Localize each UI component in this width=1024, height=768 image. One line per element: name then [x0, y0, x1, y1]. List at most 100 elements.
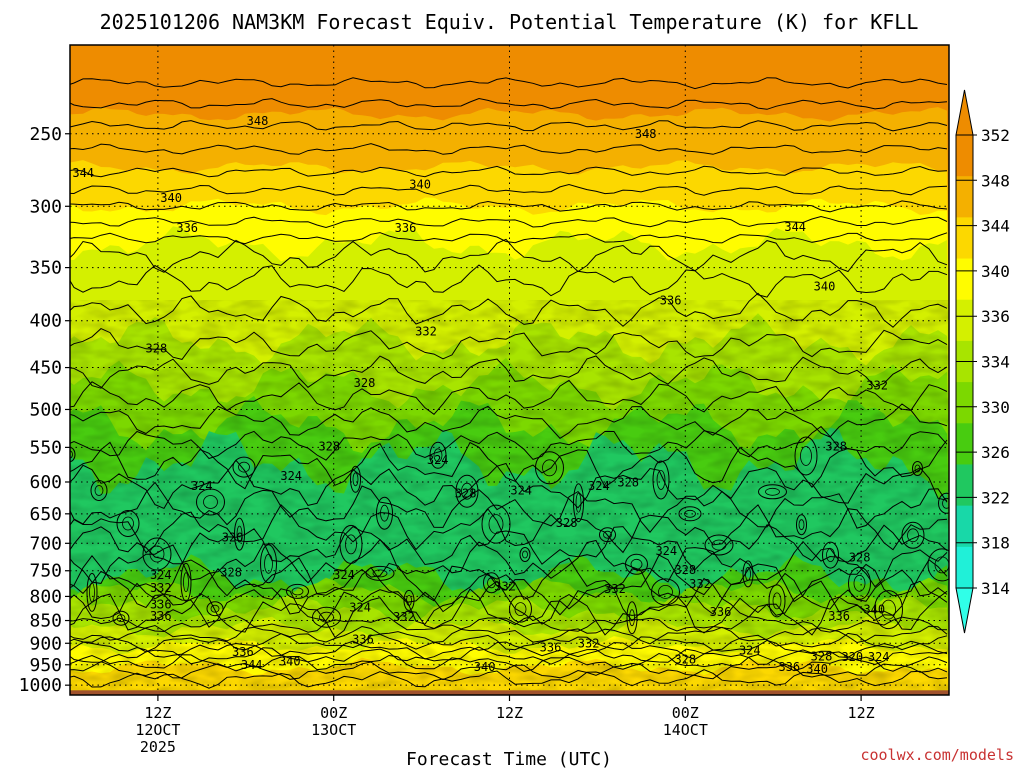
- contour-line: [70, 425, 948, 461]
- contour-label: 324: [280, 469, 302, 483]
- contour-cell: [651, 578, 680, 606]
- colorbar-tick-label: 340: [981, 262, 1010, 281]
- contour-cell: [768, 584, 786, 618]
- contour-cell: [122, 516, 134, 531]
- y-tick-label: 350: [29, 258, 62, 279]
- y-tick-label: 950: [29, 655, 62, 676]
- contour-line: [70, 566, 948, 616]
- contour-cell: [678, 506, 702, 522]
- contour-cell: [765, 487, 780, 496]
- y-tick-label: 750: [29, 561, 62, 582]
- contour-cell: [603, 530, 612, 539]
- contour-cell: [90, 480, 108, 501]
- contour-cell: [112, 610, 130, 626]
- contour-cell: [800, 446, 812, 466]
- contour-cell: [352, 472, 359, 487]
- y-tick-label: 1000: [19, 675, 62, 696]
- contour-cell: [291, 587, 304, 596]
- contour-label: 328: [617, 476, 639, 490]
- contour-line: [70, 624, 948, 645]
- contour-line: [70, 238, 948, 273]
- contour-label: 340: [806, 662, 828, 676]
- contour-cell: [535, 451, 564, 485]
- contour-cell: [234, 517, 245, 551]
- contour-cell: [203, 495, 218, 509]
- contour-label: 328: [674, 563, 696, 577]
- contour-cell: [509, 595, 532, 623]
- contour-label: 320: [222, 531, 244, 545]
- contour-line: [70, 538, 948, 588]
- contour-cell: [848, 566, 871, 600]
- contour-label: 344: [784, 220, 806, 234]
- contour-label: 340: [863, 603, 885, 617]
- contour-label: 324: [588, 479, 610, 493]
- contour-label: 340: [409, 178, 431, 192]
- contour-cell: [429, 441, 447, 469]
- contour-label: 328: [354, 376, 376, 390]
- contour-cell: [350, 465, 361, 493]
- credit-link[interactable]: coolwx.com/models: [860, 746, 1014, 764]
- grid-lines: [70, 45, 949, 695]
- contour-label: 328: [220, 565, 242, 579]
- contour-label: 340: [279, 654, 301, 668]
- contour-cell: [142, 537, 172, 571]
- contour-line: [70, 200, 948, 213]
- colorbar-swatch: [956, 423, 973, 465]
- contour-cell: [86, 572, 98, 612]
- contour-cell: [461, 482, 473, 500]
- x-tick-label: 14OCT: [663, 721, 708, 739]
- contour-cell: [656, 470, 666, 490]
- contour-label: 336: [150, 597, 172, 611]
- colorbar-swatch: [956, 135, 973, 177]
- contour-line: [70, 379, 948, 415]
- contour-line: [70, 524, 948, 571]
- contour-label: 328: [318, 440, 340, 454]
- colorbar-swatch: [956, 464, 973, 507]
- contour-label: 332: [393, 610, 415, 624]
- contour-cell: [942, 497, 949, 509]
- contour-cell: [236, 525, 243, 543]
- contour-cell: [912, 461, 923, 476]
- contour-label: 336: [232, 645, 254, 659]
- contour-cell: [149, 545, 165, 563]
- contour-label: 336: [352, 633, 374, 647]
- contour-cell: [180, 562, 192, 602]
- y-tick-label: 550: [29, 437, 62, 458]
- contour-label: 328: [455, 487, 477, 501]
- colorbar-swatch: [956, 217, 973, 260]
- contour-label: 324: [739, 643, 761, 657]
- contour-line: [70, 652, 948, 673]
- contour-cell: [345, 534, 357, 555]
- contour-cell: [874, 590, 903, 630]
- contour-cell: [652, 460, 670, 500]
- contour-cell: [210, 604, 220, 613]
- colorbar-tick-label: 344: [981, 217, 1010, 236]
- x-tick-label: 12Z: [848, 704, 875, 722]
- contour-label: 340: [474, 660, 496, 674]
- contour-label: 328: [811, 649, 833, 663]
- contour-cell: [514, 602, 527, 616]
- contour-cell: [406, 595, 412, 606]
- contour-cell: [658, 585, 673, 599]
- contour-line: [70, 577, 948, 628]
- ground-below-surface: [70, 690, 949, 695]
- contour-line: [70, 503, 948, 554]
- contour-line: [70, 661, 948, 681]
- contour-line: [70, 97, 948, 110]
- contour-label: 332: [578, 636, 600, 650]
- contour-line: [70, 215, 948, 229]
- contour-cell: [487, 577, 496, 589]
- colorbar-tick-label: 326: [981, 443, 1010, 462]
- contour-cell: [927, 548, 949, 582]
- contour-cell: [938, 492, 949, 514]
- colorbar-tick-label: 318: [981, 534, 1010, 553]
- contour-cell: [711, 539, 727, 551]
- contour-cell: [380, 504, 389, 522]
- contour-cell: [934, 556, 949, 574]
- contour-cell: [745, 567, 751, 581]
- contour-line: [70, 292, 948, 328]
- contour-label: 336: [710, 605, 732, 619]
- colorbar-swatch: [956, 299, 973, 342]
- contour-label: 324: [655, 544, 677, 558]
